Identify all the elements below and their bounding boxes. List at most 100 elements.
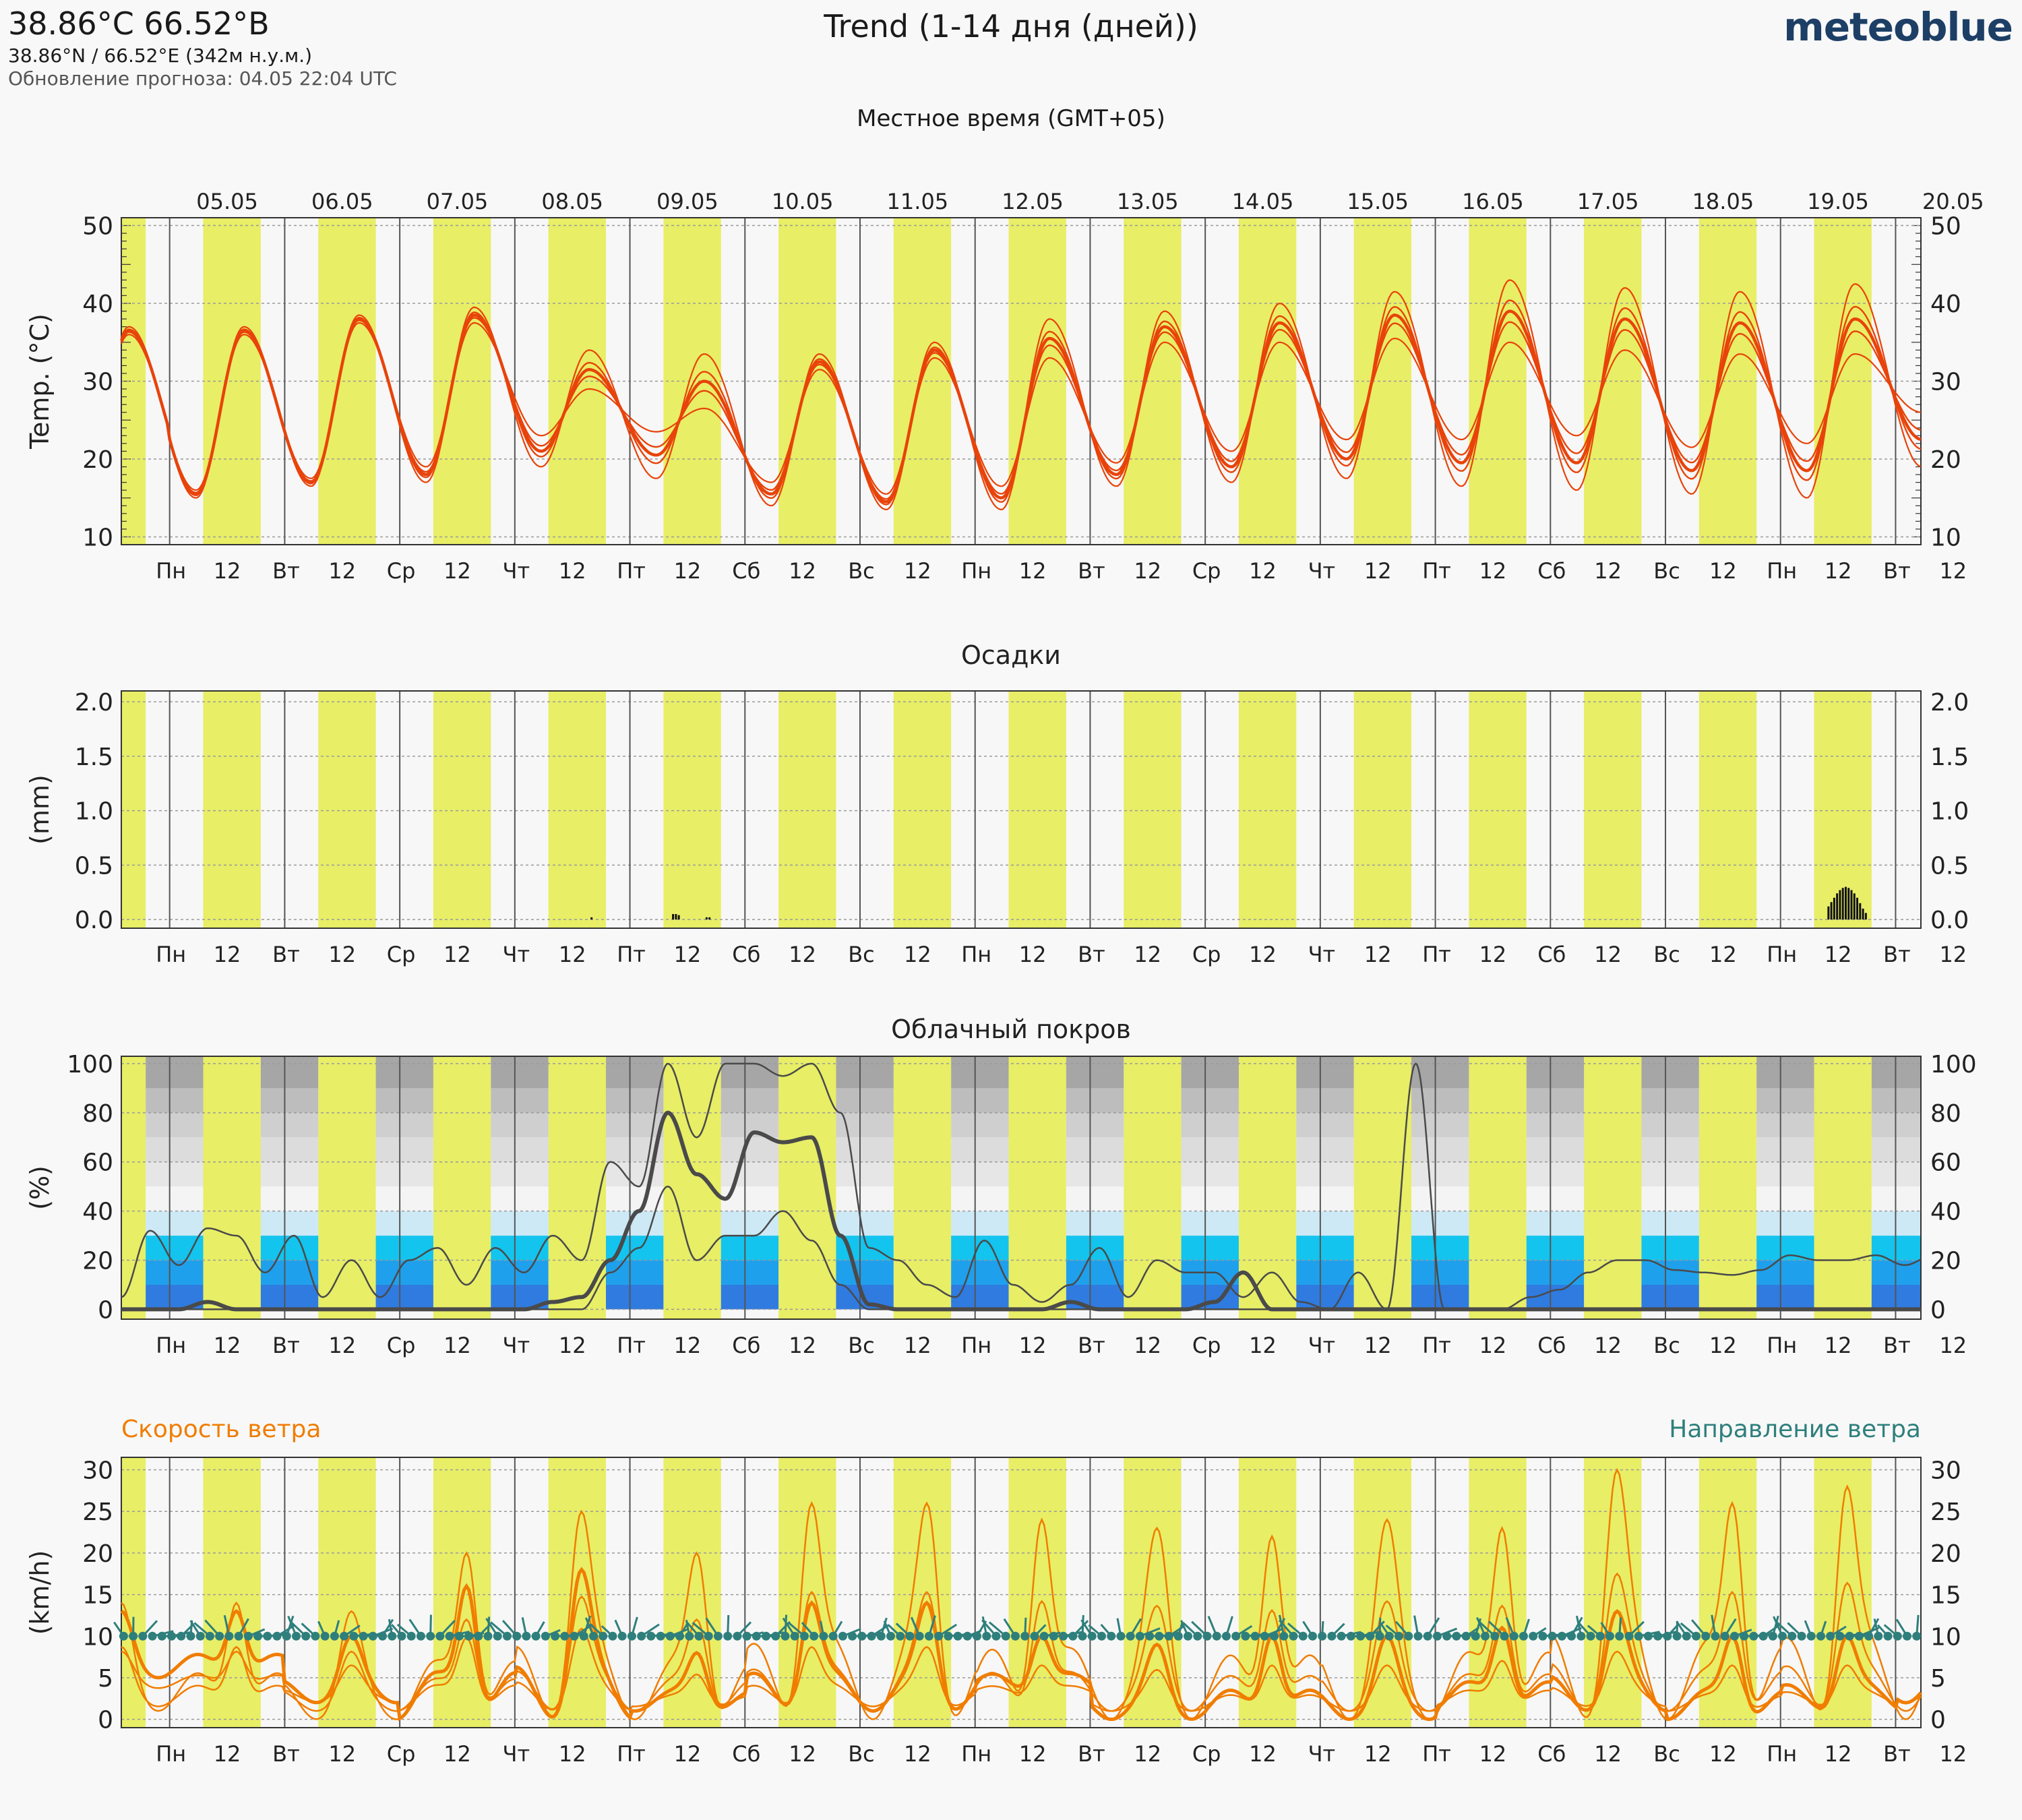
wind-direction-dot (416, 1631, 425, 1641)
cloud-layer-band (951, 1236, 1009, 1261)
wind-direction-dot (780, 1631, 790, 1641)
wind-direction-dot (378, 1631, 388, 1641)
temp-weekday-label: Вс (1653, 558, 1680, 584)
wind-direction-dot (502, 1631, 512, 1641)
cloud-layer-band (1296, 1186, 1354, 1211)
temp-noon-label: 12 (1825, 558, 1852, 584)
precip-y-tick-label: 1.0 (75, 798, 113, 826)
cloud-layer-band (1181, 1056, 1239, 1089)
wind-direction-dot (167, 1631, 177, 1641)
precip-daylight-band (433, 691, 491, 928)
wind-direction-dot (579, 1631, 588, 1641)
date-label: 19.05 (1807, 189, 1869, 214)
wind-weekday-label: Ср (1192, 1741, 1221, 1767)
wind-direction-dot (704, 1631, 713, 1641)
wind-direction-dot (157, 1631, 166, 1641)
cloud-layer-band (1756, 1284, 1814, 1310)
precip-daylight-band (1008, 691, 1066, 928)
cloud-layer-band (375, 1112, 433, 1138)
temp-noon-label: 12 (1479, 558, 1507, 584)
wind-direction-dot (1663, 1631, 1672, 1641)
wind-direction-dot (1615, 1631, 1624, 1641)
temp-noon-label: 12 (1019, 558, 1047, 584)
wind-y-tick-label-right: 15 (1930, 1582, 1961, 1610)
cloud-layer-band (1411, 1161, 1469, 1187)
precip-noon-label: 12 (1249, 942, 1277, 967)
wind-weekday-label: Пн (1767, 1741, 1797, 1767)
precip-daylight-band (1698, 691, 1757, 928)
wind-direction-dot (886, 1631, 896, 1641)
precip-daylight-band (121, 691, 146, 928)
cloud-layer-band (721, 1161, 779, 1187)
cloud-daylight-band (893, 1056, 952, 1319)
location-title: 38.86°C 66.52°В (8, 5, 270, 42)
wind-direction-dot (1720, 1631, 1729, 1641)
cloud-layer-band (1526, 1236, 1585, 1261)
cloud-noon-label: 12 (1019, 1333, 1047, 1358)
date-label: 08.05 (541, 189, 603, 214)
temp-axis-label: Temp. (°C) (25, 313, 55, 450)
wind-direction-dot (1653, 1631, 1663, 1641)
cloud-layer-band (1756, 1211, 1814, 1236)
wind-y-tick-label: 10 (82, 1623, 113, 1651)
wind-direction-dot (1912, 1631, 1922, 1641)
wind-direction-dot (349, 1631, 359, 1641)
cloud-noon-label: 12 (1134, 1333, 1161, 1358)
wind-direction-dot (1500, 1631, 1509, 1641)
temp-noon-label: 12 (214, 558, 241, 584)
cloud-layer-band (1756, 1088, 1814, 1113)
precip-y-tick-label-right: 1.5 (1930, 744, 1969, 771)
cloud-noon-label: 12 (1364, 1333, 1392, 1358)
wind-noon-label: 12 (214, 1741, 241, 1767)
date-label: 07.05 (427, 189, 489, 214)
cloud-noon-label: 12 (328, 1333, 356, 1358)
wind-direction-dot (1452, 1631, 1461, 1641)
wind-direction-dot (627, 1631, 636, 1641)
cloud-layer-band (260, 1186, 319, 1211)
wind-direction-dot (1289, 1631, 1298, 1641)
wind-direction-dot (1155, 1631, 1164, 1641)
cloud-layer-band (1296, 1056, 1354, 1089)
precip-noon-label: 12 (559, 942, 586, 967)
wind-direction-dot (1605, 1631, 1614, 1641)
cloud-layer-band (951, 1284, 1009, 1310)
wind-direction-dot (1729, 1631, 1739, 1641)
wind-noon-label: 12 (904, 1741, 931, 1767)
wind-direction-dot (762, 1631, 771, 1641)
cloud-layer-band (1756, 1137, 1814, 1162)
wind-direction-dot (1893, 1631, 1902, 1641)
wind-direction-dot (1384, 1631, 1394, 1641)
precip-weekday-label: Пт (617, 942, 646, 967)
meteoblue-logo[interactable]: meteoblue (1783, 4, 2013, 50)
cloud-layer-band (1526, 1161, 1585, 1187)
precip-y-tick-label-right: 0.5 (1930, 852, 1969, 880)
wind-direction-dot (991, 1631, 1001, 1641)
cloud-layer-band (721, 1236, 779, 1261)
cloud-noon-label: 12 (904, 1333, 931, 1358)
temp-y-tick-label-right: 30 (1930, 369, 1961, 396)
wind-direction-dot (397, 1631, 406, 1641)
wind-direction-dot (1701, 1631, 1711, 1641)
cloud-noon-label: 12 (674, 1333, 702, 1358)
wind-direction-dot (1864, 1631, 1874, 1641)
precip-y-tick-label-right: 2.0 (1930, 689, 1969, 717)
precip-noon-label: 12 (1594, 942, 1622, 967)
cloud-layer-band (721, 1137, 779, 1162)
cloud-layer-band (1411, 1260, 1469, 1285)
date-label: 16.05 (1462, 189, 1524, 214)
wind-daylight-band (1698, 1457, 1757, 1728)
temp-noon-label: 12 (1709, 558, 1737, 584)
temp-weekday-label: Сб (732, 558, 760, 584)
cloud-layer-band (1066, 1236, 1124, 1261)
wind-direction-dot (340, 1631, 349, 1641)
wind-direction-dot (599, 1631, 608, 1641)
wind-direction-dot (1567, 1631, 1576, 1641)
wind-direction-dot (551, 1631, 560, 1641)
cloud-weekday-label: Вс (1653, 1333, 1680, 1358)
cloud-layer-band (491, 1112, 549, 1138)
wind-direction-dot (1806, 1631, 1816, 1641)
cloud-layer-band (260, 1088, 319, 1113)
wind-direction-dot (1001, 1631, 1010, 1641)
cloud-layer-band (1066, 1260, 1124, 1285)
temp-weekday-label: Чт (1308, 558, 1336, 584)
